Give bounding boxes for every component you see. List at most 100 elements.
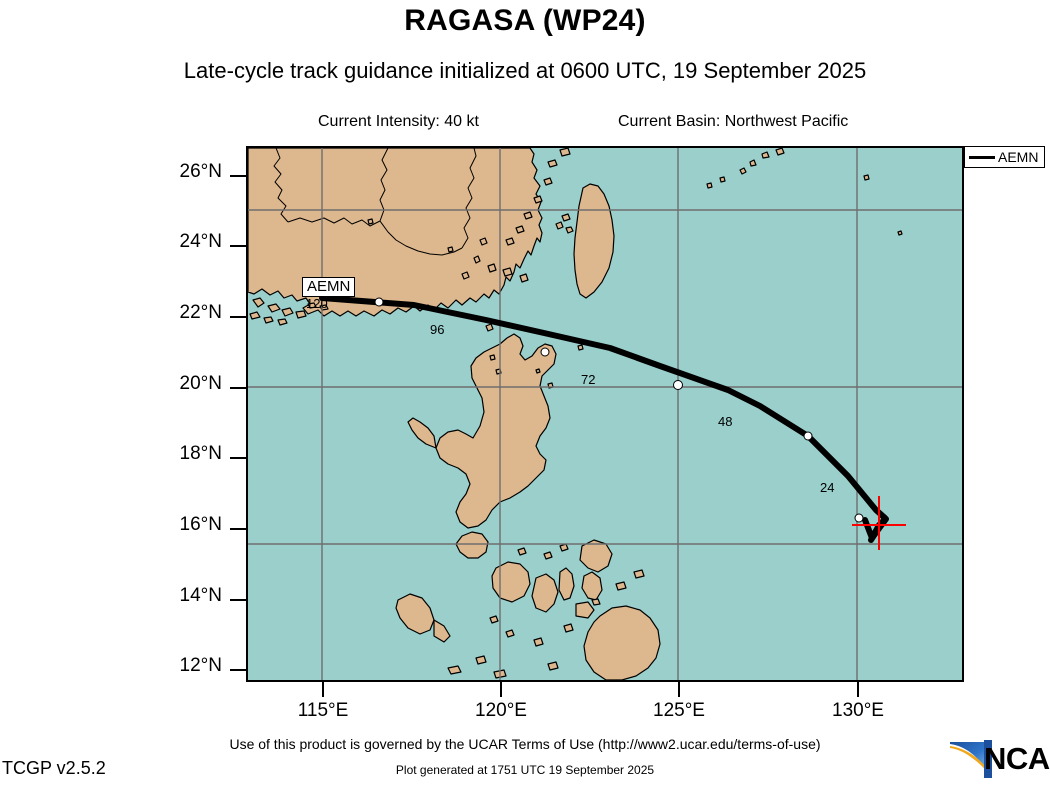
bohol-island bbox=[575, 601, 595, 619]
ytick-label-12: 12°N bbox=[179, 655, 222, 676]
ytick-label-14: 14°N bbox=[179, 585, 222, 606]
small-island-sw-1 bbox=[252, 297, 265, 308]
ncar-logo: NCAR bbox=[948, 736, 1050, 780]
day-marker bbox=[540, 347, 550, 357]
taiwan-island bbox=[573, 183, 615, 299]
ryukyu-speck-1 bbox=[739, 167, 747, 175]
batanes-island-1 bbox=[479, 237, 488, 246]
ocean-speck-6 bbox=[485, 323, 494, 332]
babuyan-island-2 bbox=[502, 267, 513, 277]
ytick-label-20: 20°N bbox=[179, 373, 222, 394]
ocean-speck-5 bbox=[489, 354, 496, 361]
xtick-label-120: 120°E bbox=[475, 700, 527, 721]
visayas-speck-14 bbox=[591, 598, 601, 606]
current-intensity: Current Intensity: 40 kt bbox=[318, 113, 479, 130]
coastal-island-7 bbox=[559, 148, 571, 157]
ryukyu-speck-6 bbox=[775, 148, 785, 156]
visayas-speck-10 bbox=[475, 655, 487, 665]
mindoro-island bbox=[455, 531, 489, 559]
xtick-label-115: 115°E bbox=[297, 700, 349, 721]
coastal-island-1 bbox=[505, 237, 515, 246]
leyte-island bbox=[581, 571, 603, 601]
visayas-speck-3 bbox=[517, 547, 527, 556]
ytick-mark-18 bbox=[230, 457, 248, 459]
palawan-tip bbox=[433, 619, 451, 643]
coastal-island-5 bbox=[543, 177, 553, 186]
gridlines bbox=[248, 148, 962, 680]
province-border-4 bbox=[379, 220, 463, 256]
legend-label-aemn: AEMN bbox=[998, 149, 1039, 165]
legend[interactable]: AEMN bbox=[964, 146, 1046, 168]
hour-label-96: 96 bbox=[430, 322, 445, 337]
plot-generated-text: Plot generated at 1751 UTC 19 September … bbox=[395, 763, 655, 777]
coastal-island-4 bbox=[533, 195, 543, 204]
page-title: RAGASA (WP24) bbox=[404, 4, 646, 37]
ryukyu-speck-8 bbox=[897, 230, 903, 236]
visayas-speck-7 bbox=[563, 623, 574, 633]
xtick-mark-115 bbox=[322, 682, 324, 697]
map-canvas bbox=[248, 148, 962, 680]
cebu-island bbox=[558, 567, 575, 601]
luzon-island bbox=[435, 333, 557, 529]
xtick-mark-125 bbox=[678, 682, 680, 697]
negros-island bbox=[531, 573, 559, 613]
xtick-mark-130 bbox=[857, 682, 859, 697]
mainland-china-coast bbox=[248, 148, 543, 317]
day-marker bbox=[854, 513, 864, 523]
penghu-island-2 bbox=[555, 221, 564, 230]
visayas-speck-1 bbox=[543, 551, 553, 560]
ytick-mark-24 bbox=[230, 245, 248, 247]
ytick-mark-12 bbox=[230, 669, 248, 671]
current-position-crosshair bbox=[852, 496, 906, 550]
panay-island bbox=[491, 561, 531, 603]
visayas-speck-4 bbox=[489, 615, 499, 624]
track-day-markers bbox=[374, 297, 864, 523]
ytick-label-24: 24°N bbox=[179, 231, 222, 252]
ocean-speck-7 bbox=[367, 218, 374, 225]
day-marker bbox=[673, 380, 683, 390]
ncar-logo-text: NCAR bbox=[984, 741, 1050, 776]
province-border-2 bbox=[287, 217, 381, 227]
ryukyu-speck-7 bbox=[863, 174, 870, 181]
small-island-sw-6 bbox=[263, 316, 274, 324]
ocean-speck-1 bbox=[577, 344, 584, 351]
ryukyu-speck-4 bbox=[719, 176, 726, 183]
track-map-plot: AEMN AEMN 120 96 72 48 24 115°E 120°E 12… bbox=[230, 146, 1046, 721]
track-tag-aemn: AEMN bbox=[302, 277, 356, 297]
visayas-speck-2 bbox=[559, 543, 569, 552]
hour-label-48: 48 bbox=[718, 414, 733, 429]
ytick-label-18: 18°N bbox=[179, 443, 222, 464]
babuyan-island-4 bbox=[461, 271, 470, 280]
visayas-speck-9 bbox=[633, 569, 645, 579]
palawan-island bbox=[395, 593, 435, 635]
ncar-swoosh-icon bbox=[950, 740, 994, 778]
xtick-label-130: 130°E bbox=[832, 700, 884, 721]
province-border-3 bbox=[379, 148, 389, 222]
day-marker bbox=[374, 297, 384, 307]
ytick-label-26: 26°N bbox=[179, 161, 222, 182]
coastal-island-2 bbox=[515, 225, 525, 234]
visayas-speck-6 bbox=[533, 637, 544, 647]
ytick-mark-20 bbox=[230, 387, 248, 389]
ocean-speck-8 bbox=[447, 246, 454, 253]
tcgp-version-label: TCGP v2.5.2 bbox=[2, 758, 106, 778]
page-subtitle: Late-cycle track guidance initialized at… bbox=[183, 58, 867, 83]
ytick-label-16: 16°N bbox=[179, 514, 222, 535]
xtick-label-125: 125°E bbox=[653, 700, 705, 721]
hour-label-24: 24 bbox=[820, 480, 835, 495]
small-island-sw-8 bbox=[307, 302, 317, 309]
coastal-island-6 bbox=[547, 159, 558, 168]
small-island-sw-2 bbox=[267, 303, 281, 313]
mindanao-island bbox=[583, 605, 661, 680]
samar-leyte-island bbox=[579, 539, 613, 573]
visayas-speck-12 bbox=[547, 661, 559, 671]
ytick-mark-14 bbox=[230, 599, 248, 601]
penghu-island-1 bbox=[561, 213, 571, 222]
legend-line-swatch-aemn bbox=[969, 155, 995, 159]
visayas-speck-11 bbox=[447, 665, 462, 675]
ytick-label-22: 22°N bbox=[179, 302, 222, 323]
luzon-west-peninsula bbox=[407, 417, 437, 449]
ocean-speck-3 bbox=[535, 368, 541, 374]
track-line-aemn bbox=[319, 295, 888, 543]
ryukyu-speck-3 bbox=[761, 151, 770, 159]
